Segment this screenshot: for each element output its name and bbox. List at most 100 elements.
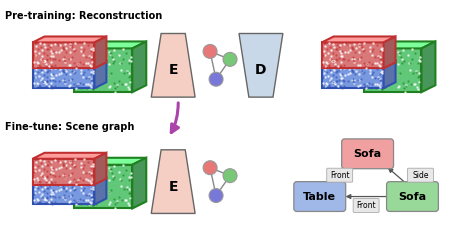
Point — [327, 79, 335, 82]
Point — [84, 174, 91, 178]
Point — [106, 84, 114, 88]
Point — [30, 198, 37, 201]
Point — [73, 66, 80, 70]
Point — [32, 160, 40, 164]
Polygon shape — [94, 153, 106, 185]
Point — [57, 49, 64, 52]
Point — [376, 65, 383, 68]
Point — [42, 82, 49, 86]
Polygon shape — [74, 165, 132, 209]
Point — [108, 55, 116, 59]
Point — [113, 199, 120, 203]
Point — [328, 59, 336, 63]
Point — [85, 54, 92, 58]
Point — [118, 199, 126, 202]
Point — [374, 61, 381, 65]
Point — [40, 196, 47, 200]
Point — [77, 184, 84, 188]
Point — [122, 198, 130, 202]
Point — [325, 84, 332, 87]
Point — [66, 66, 73, 70]
Point — [60, 68, 67, 72]
Point — [86, 200, 93, 204]
Point — [73, 47, 81, 50]
Point — [32, 64, 39, 67]
Circle shape — [203, 161, 217, 175]
Point — [83, 199, 91, 202]
Point — [415, 58, 422, 62]
Point — [36, 65, 44, 69]
Point — [61, 81, 69, 85]
Point — [371, 64, 378, 68]
Point — [90, 74, 98, 78]
Point — [30, 177, 37, 181]
Polygon shape — [151, 150, 195, 214]
Point — [70, 186, 77, 190]
Point — [378, 61, 386, 64]
Point — [329, 80, 337, 84]
Point — [44, 70, 51, 73]
Point — [44, 79, 51, 82]
Point — [48, 73, 55, 77]
Point — [79, 188, 86, 192]
Point — [327, 68, 334, 72]
Point — [82, 171, 90, 175]
Point — [61, 197, 69, 201]
Point — [84, 160, 92, 164]
Point — [69, 46, 76, 49]
Point — [84, 183, 92, 187]
Point — [367, 48, 374, 52]
Point — [50, 195, 57, 198]
Point — [79, 82, 87, 86]
Point — [365, 60, 373, 64]
Point — [80, 59, 87, 63]
Point — [100, 192, 107, 196]
Point — [414, 87, 422, 91]
Point — [33, 60, 40, 64]
Point — [112, 206, 119, 210]
Point — [320, 65, 328, 68]
Point — [405, 61, 413, 64]
Point — [351, 50, 359, 54]
Text: D: D — [255, 63, 267, 77]
Point — [40, 59, 47, 63]
Point — [70, 47, 77, 51]
Point — [68, 55, 75, 59]
Circle shape — [209, 72, 223, 86]
Point — [88, 48, 95, 51]
Point — [80, 70, 87, 74]
Point — [41, 176, 49, 179]
Point — [44, 195, 51, 199]
Point — [355, 42, 363, 46]
Point — [100, 188, 108, 192]
Point — [49, 66, 56, 69]
Point — [32, 41, 39, 45]
Point — [93, 164, 100, 168]
Point — [371, 78, 378, 82]
Polygon shape — [33, 177, 106, 183]
Point — [53, 181, 60, 185]
Point — [76, 174, 83, 178]
Point — [85, 193, 92, 196]
Point — [52, 174, 59, 178]
Point — [105, 74, 113, 78]
Point — [328, 71, 335, 74]
Point — [37, 45, 45, 49]
Point — [378, 69, 385, 73]
Point — [395, 84, 403, 88]
Point — [88, 70, 95, 74]
Point — [38, 71, 46, 74]
Point — [356, 83, 364, 87]
Point — [319, 54, 327, 57]
Point — [61, 193, 68, 197]
Point — [376, 72, 384, 76]
Point — [55, 43, 62, 47]
Point — [375, 86, 383, 90]
Point — [61, 176, 68, 179]
Point — [74, 179, 82, 183]
Point — [73, 183, 81, 187]
Point — [344, 66, 351, 70]
Point — [80, 187, 87, 190]
Point — [397, 55, 405, 59]
Point — [350, 59, 357, 63]
